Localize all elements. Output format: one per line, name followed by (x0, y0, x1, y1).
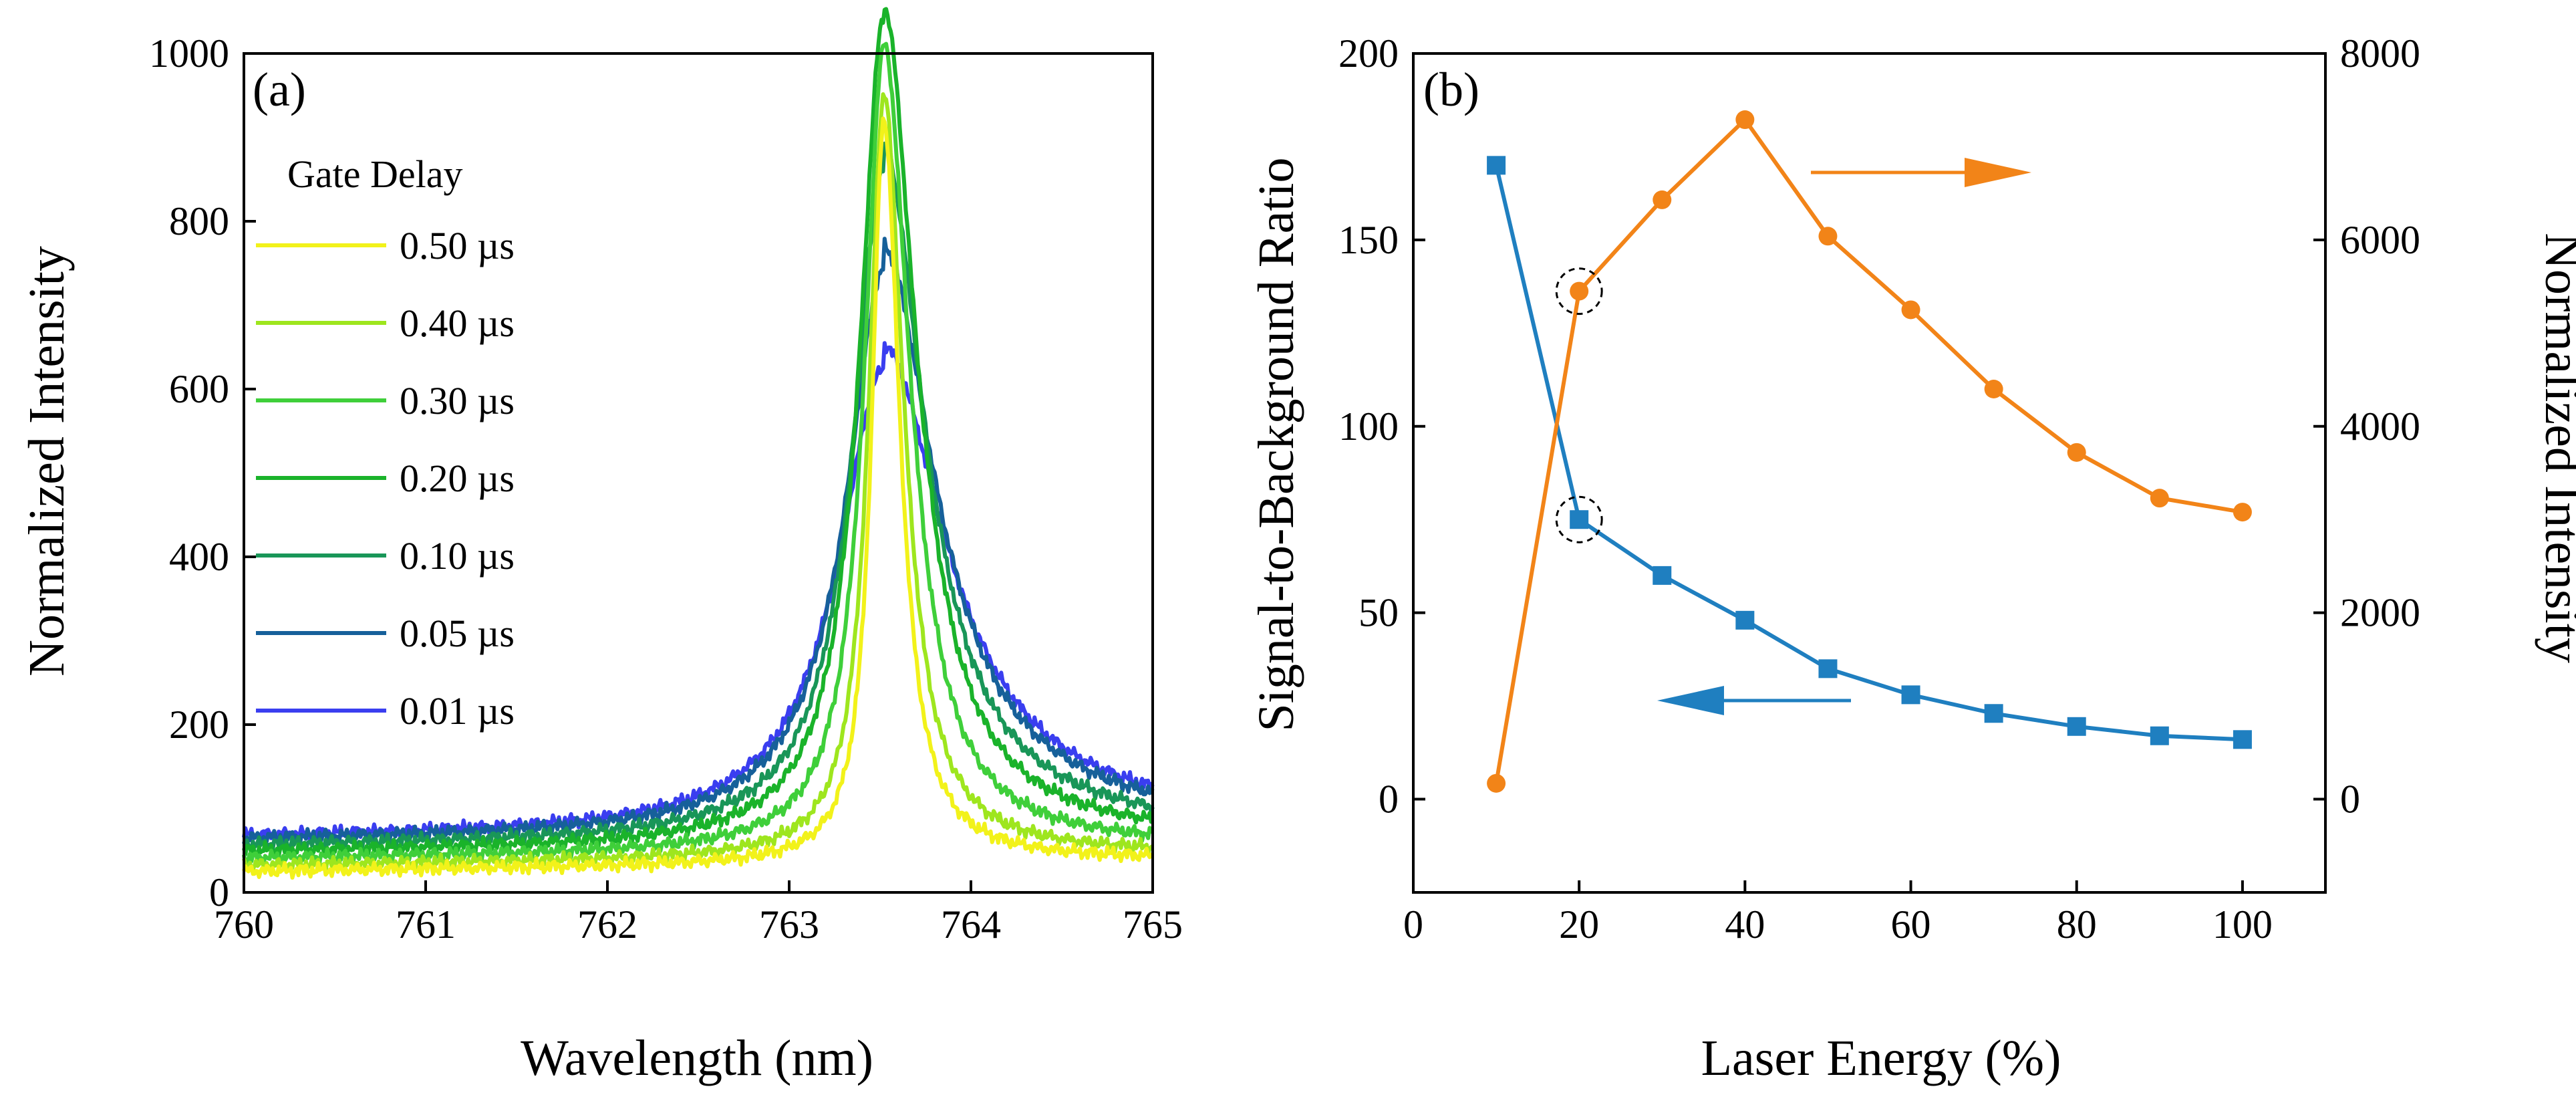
panel-b-right-y-tick-label: 8000 (2340, 31, 2420, 76)
panel-a-x-tick-label: 762 (577, 902, 637, 947)
panel-b-series (1487, 110, 2252, 793)
panel-b-highlight-circle (1555, 495, 1603, 543)
panel-b-axes: 0 20 40 60 80 1000501001502000200040006000800… (1338, 31, 2420, 947)
panel-a-y-tick-label: 800 (169, 199, 229, 243)
panel-a-series-line (242, 7, 1153, 859)
panel-b-left-y-axis-label: Signal-to-Background Ratio (1248, 157, 1304, 731)
panel-b-left-y-tick-label: 50 (1358, 591, 1399, 635)
panel-a-y-tick-label: 0 (209, 870, 229, 914)
panel-b-square-marker (2067, 717, 2086, 736)
panel-b-x-tick-label: 60 (1891, 902, 1931, 947)
panel-b-x-tick-label: 80 (2057, 902, 2097, 947)
panel-b-circle-marker (2067, 443, 2086, 462)
panel-b-left-y-tick-label: 100 (1338, 404, 1399, 449)
panel-a-series-line (242, 141, 1155, 853)
panel-a-series-line (242, 237, 1155, 846)
panel-b-square-marker (1570, 510, 1589, 529)
panel-b-right-arrow-head (1965, 158, 2031, 187)
legend-entry-label: 0.05 µs (400, 612, 515, 655)
panel-a-legend: 0.50 µs 0.40 µs 0.30 µs 0.20 µs 0.10 µs 0.05 … (256, 224, 515, 733)
panel-b-left-y-tick-label: 200 (1338, 31, 1399, 76)
panel-b-square-marker (2150, 726, 2169, 745)
panel-b-circle-marker (2233, 503, 2252, 522)
panel-b-x-tick-label: 100 (2212, 902, 2273, 947)
panel-a-curves (242, 7, 1155, 880)
panel-b-square-marker (1487, 156, 1506, 175)
panel-a-label: (a) (253, 63, 306, 116)
panel-b-square-marker (1653, 566, 1672, 585)
panel-b-right-y-tick-label: 6000 (2340, 218, 2420, 262)
legend-entry-label: 0.10 µs (400, 534, 515, 578)
panel-b-left-arrow-head (1657, 686, 1724, 715)
panel-a-y-tick-label: 400 (169, 535, 229, 579)
panel-a-x-tick-label: 764 (941, 902, 1001, 947)
panel-a-x-axis-label: Wavelength (nm) (521, 1030, 873, 1086)
panel-b-annotations (1555, 158, 2031, 715)
panel-b-label: (b) (1423, 63, 1479, 116)
panel-b-square-marker (1735, 610, 1755, 630)
panel-b-right-y-tick-label: 4000 (2340, 404, 2420, 449)
panel-b-circle-marker (1735, 110, 1755, 130)
panel-b-series-line (1494, 164, 2243, 742)
panel-b-circle-marker (1984, 380, 2003, 398)
panel-b-highlight-circle (1555, 267, 1603, 316)
panel-b-square-marker (2233, 730, 2252, 749)
panel-a-y-tick-label: 600 (169, 367, 229, 411)
legend-entry-label: 0.40 µs (400, 301, 515, 345)
panel-b-left-y-tick-label: 0 (1379, 777, 1399, 822)
panel-a-x-tick-label: 765 (1123, 902, 1183, 947)
panel-a-y-tick-label: 1000 (149, 31, 229, 76)
panel-b-x-tick-label: 20 (1559, 902, 1599, 947)
legend-entry-label: 0.30 µs (400, 379, 515, 422)
panel-b-circle-marker (1570, 281, 1589, 301)
panel-a-y-axis-label: Normalized Intensity (19, 246, 75, 676)
panel-b-circle-marker (2150, 489, 2169, 508)
panel-b-x-tick-label: 40 (1725, 902, 1765, 947)
panel-b: 0 20 40 60 80 1000501001502000200040006000800… (1248, 31, 2576, 1086)
panel-b-square-marker (1818, 659, 1838, 678)
panel-a-x-tick-label: 761 (396, 902, 456, 947)
legend-entry-label: 0.50 µs (400, 224, 515, 267)
panel-a-series-line (242, 41, 1154, 867)
panel-b-x-axis-label: Laser Energy (%) (1701, 1030, 2061, 1086)
panel-a-x-tick-label: 763 (759, 902, 819, 947)
panel-b-circle-marker (1818, 227, 1838, 246)
panel-a-x-tick-label: 760 (214, 902, 274, 947)
panel-b-circle-marker (1901, 300, 1920, 320)
legend-title: Gate Delay (287, 152, 462, 196)
panel-b-frame (1412, 52, 2327, 894)
panel-b-x-tick-label: 0 (1403, 902, 1423, 947)
panel-b-series-line (1494, 116, 2243, 784)
legend-entry-label: 0.20 µs (400, 457, 515, 500)
panel-b-right-y-axis-label: Normalized Intensity (2535, 233, 2576, 663)
panel-b-right-y-tick-label: 0 (2340, 777, 2360, 822)
panel-a-frame (243, 52, 1154, 894)
panel-b-circle-marker (1487, 773, 1506, 793)
panel-a-axes: 760 761 762 763 764 765 0 200 400 600 800 1000 (149, 31, 1183, 947)
panel-b-circle-marker (1653, 190, 1672, 209)
panel-b-left-y-tick-label: 150 (1338, 218, 1399, 262)
panel-a-y-tick-label: 200 (169, 703, 229, 747)
panel-b-square-marker (1901, 685, 1920, 705)
panel-b-square-marker (1984, 704, 2003, 723)
panel-a-series-line (242, 92, 1154, 873)
panel-b-right-y-tick-label: 2000 (2340, 591, 2420, 635)
panel-a-series-line (242, 116, 1154, 880)
legend-entry-label: 0.01 µs (400, 689, 515, 733)
